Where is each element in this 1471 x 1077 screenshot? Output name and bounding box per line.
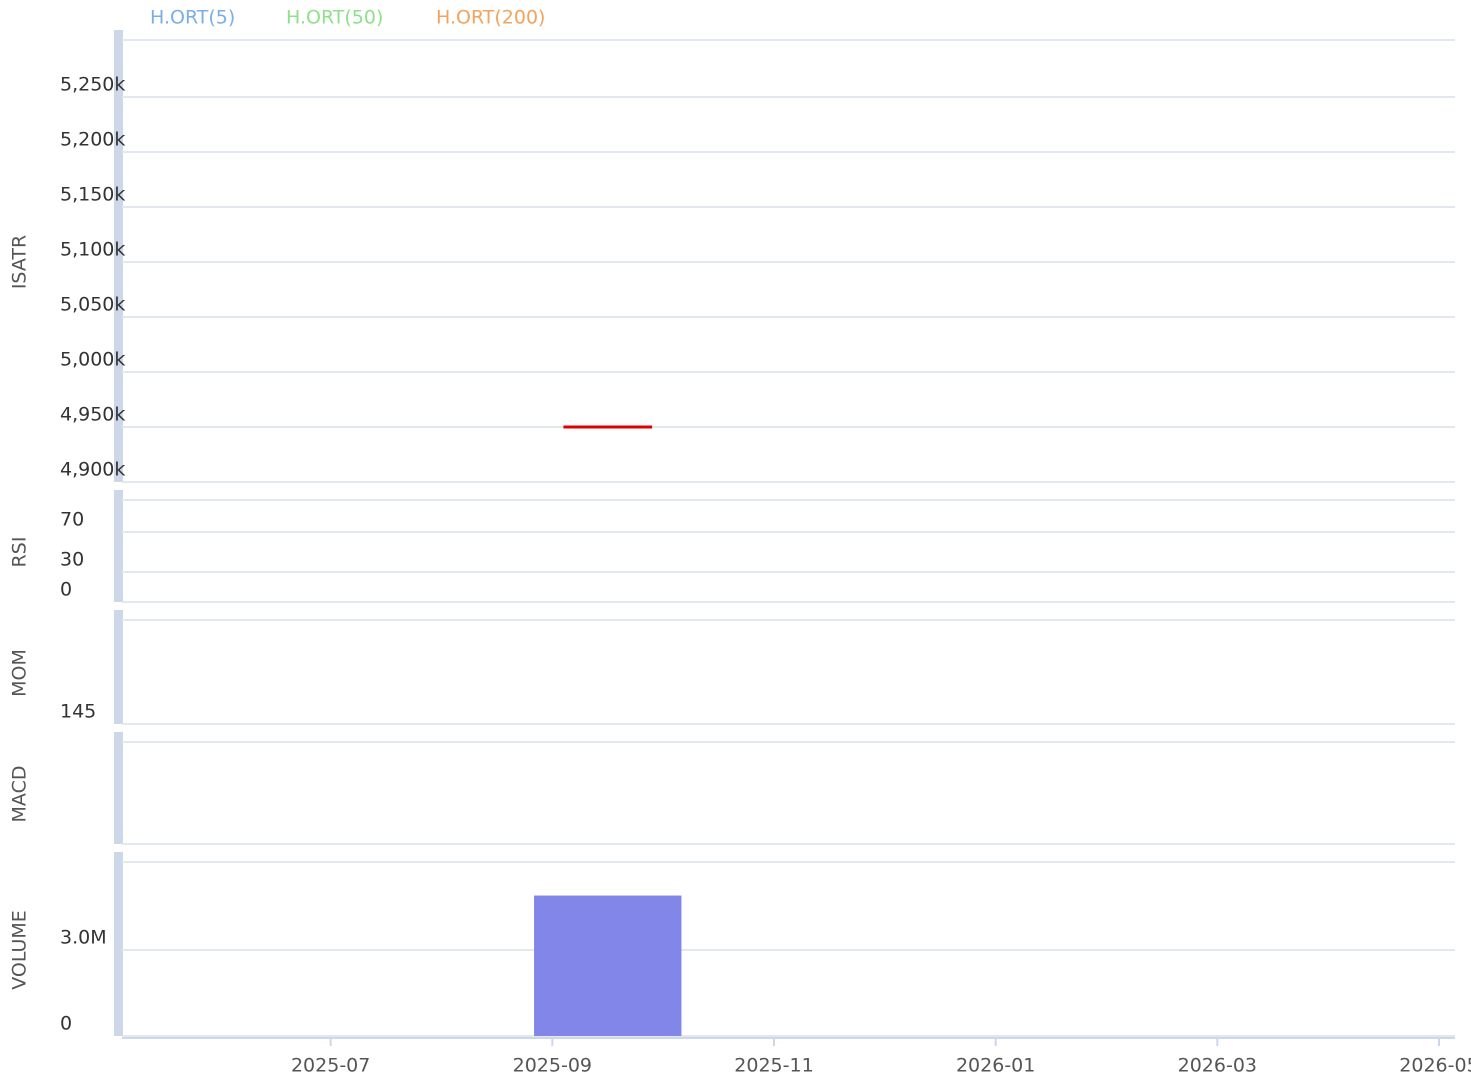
- axis-bar: [114, 30, 123, 482]
- axis-bar: [114, 610, 123, 724]
- y-tick-label: 4,900k: [60, 459, 125, 481]
- panel-title: MACD: [9, 766, 31, 823]
- y-tick-label: 3.0M: [60, 927, 107, 949]
- legend-entry: H.ORT(200): [436, 7, 545, 29]
- candle-body: [563, 425, 653, 429]
- axis-bar: [114, 852, 123, 1036]
- y-tick-label: 30: [60, 549, 84, 571]
- panel-title: MOM: [9, 649, 31, 697]
- y-tick-label: 5,050k: [60, 294, 125, 316]
- y-tick-label: 5,250k: [60, 74, 125, 96]
- panel-title: VOLUME: [9, 910, 31, 990]
- bar: [534, 895, 682, 1036]
- axis-bar: [114, 490, 123, 602]
- y-tick-label: 145: [60, 701, 96, 723]
- y-tick-label: 4,950k: [60, 404, 125, 426]
- x-tick-label: 2026-05: [1399, 1055, 1471, 1077]
- y-tick-label: 70: [60, 509, 84, 531]
- x-tick-label: 2026-01: [956, 1055, 1035, 1077]
- axis-bar: [114, 732, 123, 844]
- x-tick-label: 2025-11: [734, 1055, 813, 1077]
- x-tick-label: 2025-07: [291, 1055, 370, 1077]
- x-tick-label: 2026-03: [1178, 1055, 1257, 1077]
- y-tick-label: 5,150k: [60, 184, 125, 206]
- y-tick-label: 0: [60, 579, 72, 601]
- legend-entry: H.ORT(50): [286, 7, 383, 29]
- y-tick-label: 5,200k: [60, 129, 125, 151]
- panel-title: ISATR: [9, 235, 31, 289]
- y-tick-label: 0: [60, 1013, 72, 1035]
- y-tick-label: 5,000k: [60, 349, 125, 371]
- panel-title: RSI: [9, 537, 31, 568]
- x-tick-label: 2025-09: [513, 1055, 592, 1077]
- legend-entry: H.ORT(5): [150, 7, 235, 29]
- y-tick-label: 5,100k: [60, 239, 125, 261]
